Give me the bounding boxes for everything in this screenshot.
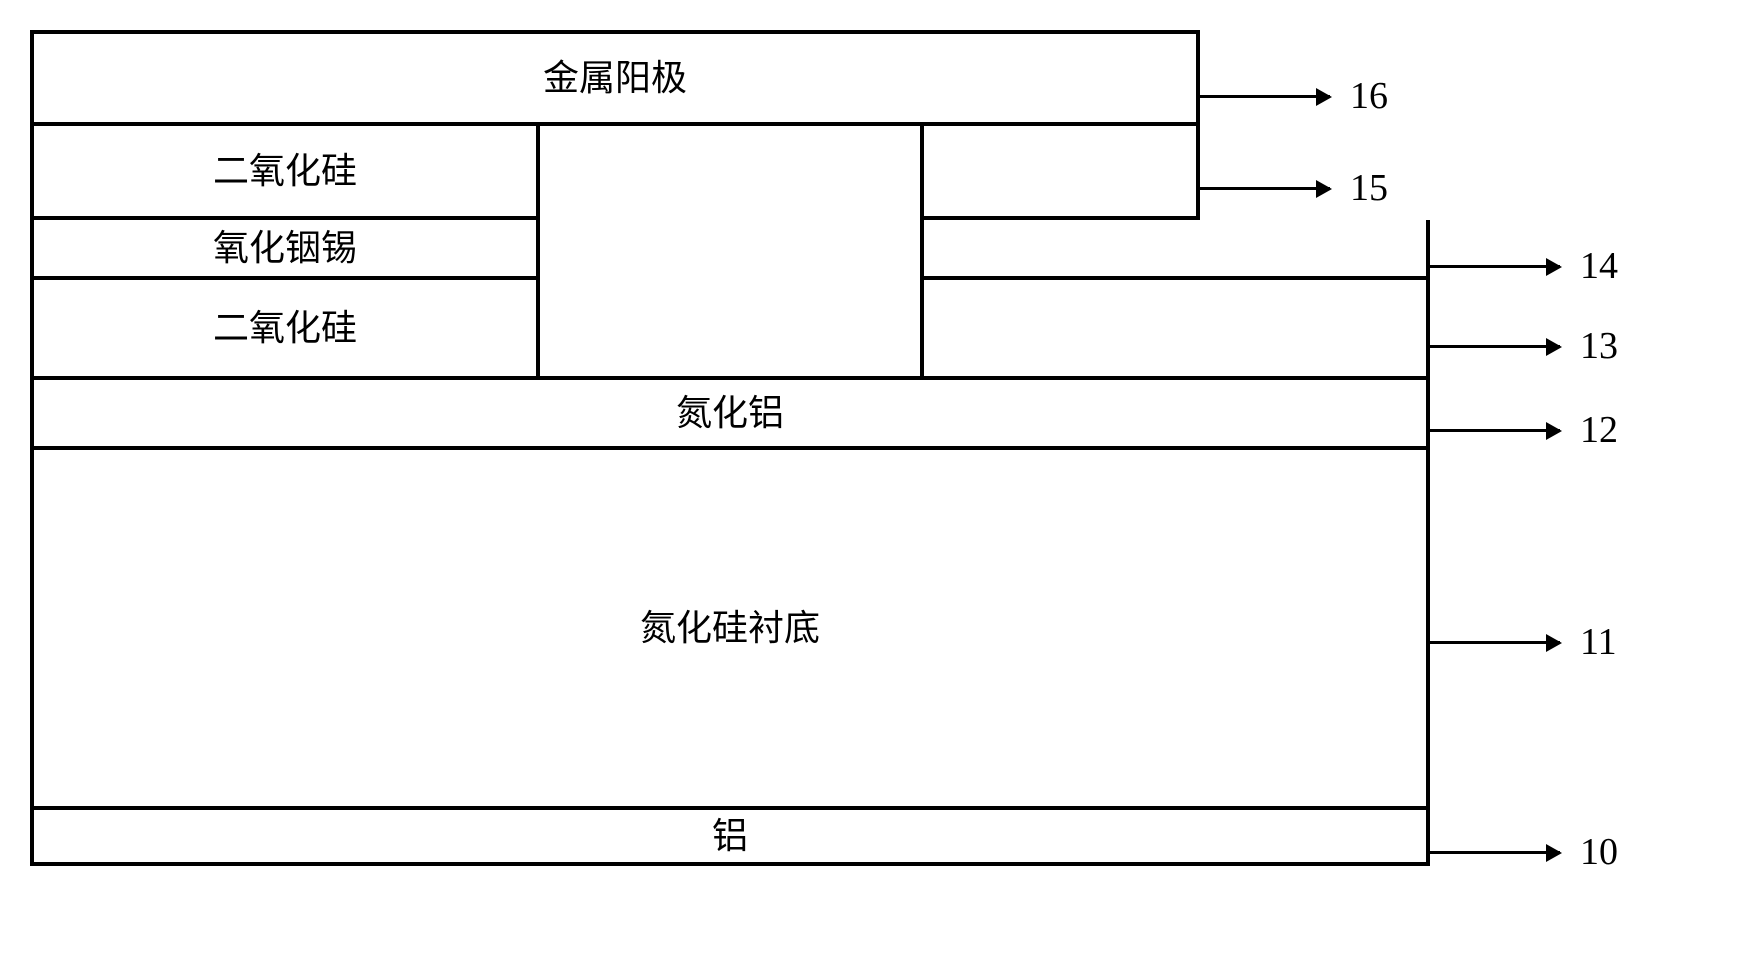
layer-12-row: 氮化铝 xyxy=(30,380,1430,450)
arrow-13-icon xyxy=(1430,345,1560,348)
layer-12-aln: 氮化铝 xyxy=(30,380,1430,450)
layer-stack: 金属阳极 二氧化硅 氧化铟锡 二氧化硅 氮化铝 氮化硅衬底 xyxy=(30,30,1430,866)
label-16-group: 16 xyxy=(1200,74,1388,118)
layer-14-middle-gap xyxy=(540,220,920,280)
layer-10-row: 铝 xyxy=(30,810,1430,866)
arrow-12-icon xyxy=(1430,429,1560,432)
arrow-16-icon xyxy=(1200,95,1330,98)
layer-14-ito-right xyxy=(920,220,1430,280)
label-15-group: 15 xyxy=(1200,166,1388,210)
layer-11-sin-substrate: 氮化硅衬底 xyxy=(30,450,1430,810)
layer-15-row: 二氧化硅 xyxy=(30,126,1200,220)
arrow-14-icon xyxy=(1430,265,1560,268)
label-11-text: 11 xyxy=(1580,620,1617,664)
label-14-text: 14 xyxy=(1580,244,1618,288)
layer-16-metal-anode: 金属阳极 xyxy=(30,30,1200,126)
layer-14-row: 氧化铟锡 xyxy=(30,220,1430,280)
label-10-text: 10 xyxy=(1580,830,1618,874)
layer-11-row: 氮化硅衬底 xyxy=(30,450,1430,810)
label-13-text: 13 xyxy=(1580,324,1618,368)
arrow-15-icon xyxy=(1200,187,1330,190)
layer-15-sio2-left: 二氧化硅 xyxy=(30,126,540,220)
layer-15-sio2-right xyxy=(920,126,1200,220)
arrow-11-icon xyxy=(1430,641,1560,644)
layer-15-middle-gap xyxy=(540,126,920,220)
label-13-group: 13 xyxy=(1430,324,1618,368)
layer-14-ito-left: 氧化铟锡 xyxy=(30,220,540,280)
label-12-text: 12 xyxy=(1580,408,1618,452)
layer-diagram: 金属阳极 二氧化硅 氧化铟锡 二氧化硅 氮化铝 氮化硅衬底 xyxy=(30,30,1719,866)
label-12-group: 12 xyxy=(1430,408,1618,452)
label-15-text: 15 xyxy=(1350,166,1388,210)
layer-13-sio2-right xyxy=(920,280,1430,380)
layer-13-sio2-left: 二氧化硅 xyxy=(30,280,540,380)
layer-13-middle-gap xyxy=(540,280,920,380)
layer-10-al: 铝 xyxy=(30,810,1430,866)
layer-13-row: 二氧化硅 xyxy=(30,280,1430,380)
label-11-group: 11 xyxy=(1430,620,1617,664)
label-14-group: 14 xyxy=(1430,244,1618,288)
label-16-text: 16 xyxy=(1350,74,1388,118)
label-10-group: 10 xyxy=(1430,830,1618,874)
arrow-10-icon xyxy=(1430,851,1560,854)
